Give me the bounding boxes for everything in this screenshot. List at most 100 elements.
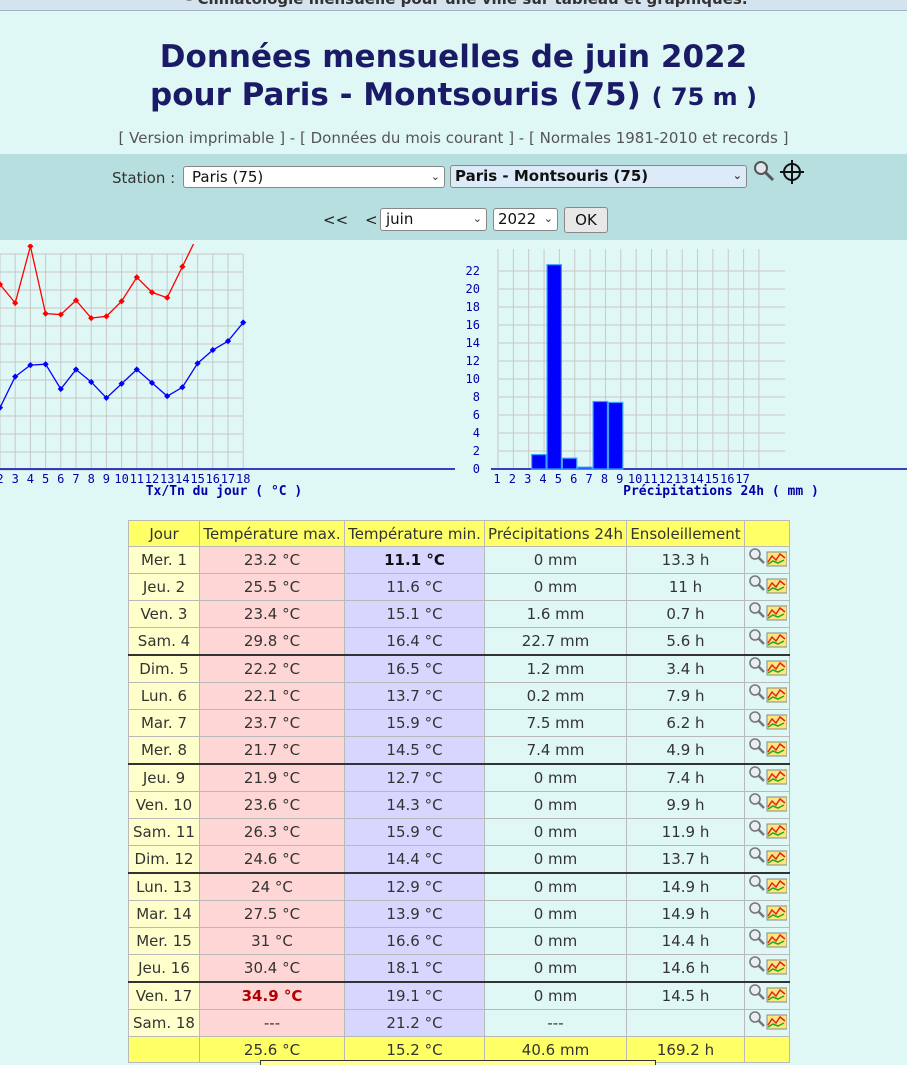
year-select[interactable]: 2022 ⌄	[493, 208, 558, 231]
day-cell: Lun. 6	[128, 682, 200, 710]
x-tick-label: 8	[88, 472, 95, 486]
station-label: Station :	[112, 169, 176, 187]
tmax-cell: 25.5 °C	[199, 573, 345, 601]
day-cell: Sam. 4	[128, 627, 200, 656]
monthly-data-table: Jour Température max. Température min. P…	[128, 520, 790, 1063]
tmin-cell: 15.1 °C	[344, 600, 485, 628]
tmax-cell: 26.3 °C	[199, 818, 345, 846]
precip-cell: 7.5 mm	[484, 709, 627, 737]
day-cell: Jeu. 2	[128, 573, 200, 601]
magnifier-icon[interactable]	[749, 684, 765, 700]
magnifier-icon[interactable]	[749, 929, 765, 945]
mini-chart-icon[interactable]	[766, 796, 788, 812]
magnifier-icon[interactable]	[749, 875, 765, 891]
precip-bar	[561, 457, 578, 470]
month-select[interactable]: juin ⌄	[380, 208, 487, 231]
x-tick-label: 2	[0, 472, 4, 486]
tmax-value: 22.1 °C	[243, 687, 301, 705]
search-icon[interactable]	[753, 160, 775, 182]
mini-chart-icon[interactable]	[766, 987, 788, 1003]
magnifier-icon[interactable]	[749, 738, 765, 754]
table-row: Mar. 7 23.7 °C 15.9 °C 7.5 mm 6.2 h	[128, 709, 790, 737]
tmax-value: 34.9 °C	[241, 987, 303, 1005]
page-title: Données mensuelles de juin 2022 pour Par…	[0, 38, 907, 116]
crosshair-icon[interactable]	[779, 159, 805, 185]
magnifier-icon[interactable]	[749, 711, 765, 727]
tmin-average: 15.2 °C	[344, 1036, 485, 1063]
icons-cell	[744, 872, 790, 901]
magnifier-icon[interactable]	[749, 575, 765, 591]
table-row: Jeu. 9 21.9 °C 12.7 °C 0 mm 7.4 h	[128, 763, 790, 792]
first-month-link[interactable]: <<	[323, 211, 349, 229]
month-select-value: juin	[386, 210, 414, 228]
mini-chart-icon[interactable]	[766, 959, 788, 975]
x-tick-label: 3	[12, 472, 19, 486]
day-cell: Sam. 18	[128, 1009, 200, 1037]
mini-chart-icon[interactable]	[766, 1014, 788, 1030]
y-tick-label: 6	[473, 408, 480, 422]
magnifier-icon[interactable]	[749, 793, 765, 809]
detail-icons	[749, 684, 788, 703]
x-tick-label: 18	[236, 472, 250, 486]
printable-version-link[interactable]: Version imprimable	[129, 129, 275, 147]
sunshine-cell: 7.4 h	[626, 763, 745, 792]
magnifier-icon[interactable]	[749, 902, 765, 918]
ok-button[interactable]: OK	[564, 207, 608, 233]
mini-chart-icon[interactable]	[766, 741, 788, 757]
y-tick-label: 16	[466, 318, 480, 332]
magnifier-icon[interactable]	[749, 1011, 765, 1027]
magnifier-icon[interactable]	[749, 629, 765, 645]
x-tick-label: 2	[509, 472, 516, 486]
table-row: Lun. 6 22.1 °C 13.7 °C 0.2 mm 7.9 h	[128, 682, 790, 710]
col-header-icons	[744, 520, 790, 547]
mini-chart-icon[interactable]	[766, 932, 788, 948]
x-tick-label: 15	[705, 472, 719, 486]
magnifier-icon[interactable]	[749, 657, 765, 673]
mini-chart-icon[interactable]	[766, 605, 788, 621]
magnifier-icon[interactable]	[749, 847, 765, 863]
chevron-down-icon: ⌄	[732, 169, 742, 182]
tmin-value: 12.9 °C	[386, 878, 443, 896]
tmin-value: 21.2 °C	[386, 1014, 443, 1032]
x-tick-label: 14	[175, 472, 189, 486]
icons-cell	[744, 709, 790, 737]
mini-chart-icon[interactable]	[766, 687, 788, 703]
detail-icons	[749, 602, 788, 621]
day-cell: Jeu. 16	[128, 954, 200, 983]
sunshine-cell: 3.4 h	[626, 654, 745, 683]
mini-chart-icon[interactable]	[766, 878, 788, 894]
magnifier-icon[interactable]	[749, 548, 765, 564]
magnifier-icon[interactable]	[749, 602, 765, 618]
day-cell: Jeu. 9	[128, 763, 200, 792]
mini-chart-icon[interactable]	[766, 714, 788, 730]
magnifier-icon[interactable]	[749, 984, 765, 1000]
icons-cell	[744, 654, 790, 683]
station-select[interactable]: Paris - Montsouris (75) ⌄	[450, 165, 747, 188]
tmax-value: 23.7 °C	[243, 714, 301, 732]
table-row: Ven. 10 23.6 °C 14.3 °C 0 mm 9.9 h	[128, 791, 790, 819]
magnifier-icon[interactable]	[749, 820, 765, 836]
mini-chart-icon[interactable]	[766, 850, 788, 866]
icons-cell	[744, 981, 790, 1010]
chevron-down-icon: ⌄	[472, 212, 482, 225]
magnifier-icon[interactable]	[749, 766, 765, 782]
mini-chart-icon[interactable]	[766, 823, 788, 839]
tmin-cell: 11.6 °C	[344, 573, 485, 601]
x-tick-label: 6	[57, 472, 64, 486]
normals-records-link[interactable]: Normales 1981-2010 et records	[539, 129, 778, 147]
x-tick-label: 3	[524, 472, 531, 486]
magnifier-icon[interactable]	[749, 956, 765, 972]
previous-month-link[interactable]: <	[365, 211, 378, 229]
mini-chart-icon[interactable]	[766, 632, 788, 648]
mini-chart-icon[interactable]	[766, 578, 788, 594]
table-row: Mer. 15 31 °C 16.6 °C 0 mm 14.4 h	[128, 927, 790, 955]
mini-chart-icon[interactable]	[766, 660, 788, 676]
table-header-row: Jour Température max. Température min. P…	[128, 520, 790, 547]
precip-cell: 1.6 mm	[484, 600, 627, 628]
department-select[interactable]: Paris (75) ⌄	[183, 166, 445, 188]
mini-chart-icon[interactable]	[766, 551, 788, 567]
mini-chart-icon[interactable]	[766, 769, 788, 785]
current-month-link[interactable]: Données du mois courant	[310, 129, 504, 147]
day-cell: Mar. 7	[128, 709, 200, 737]
mini-chart-icon[interactable]	[766, 905, 788, 921]
